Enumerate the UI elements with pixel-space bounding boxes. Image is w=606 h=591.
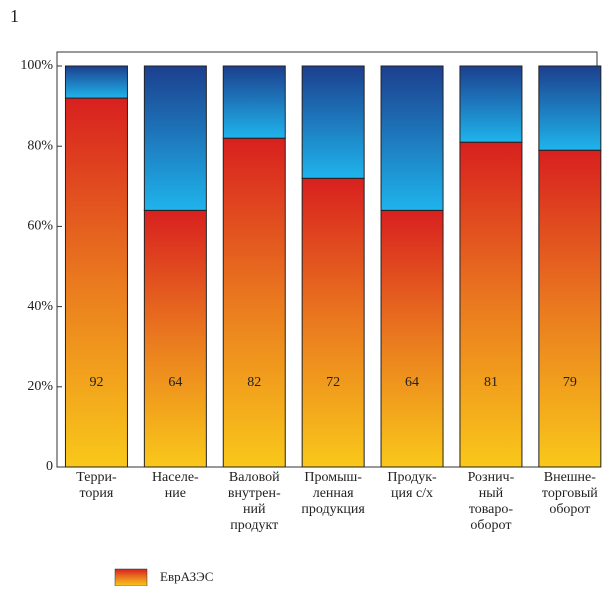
legend-swatch	[114, 568, 148, 587]
x-tick-label: Терри-тория	[76, 470, 117, 501]
legend-label: ЕврАЗЭС	[160, 569, 213, 584]
bar-segment	[459, 65, 523, 143]
bar-segment	[380, 65, 444, 211]
x-tick-label: Продук-ция с/х	[387, 470, 437, 501]
x-tick-label: Промыш-ленная продукция	[301, 470, 365, 517]
bar-segment	[143, 209, 207, 468]
bar-segment	[459, 141, 523, 468]
bar-segment	[538, 65, 602, 151]
bar-segment	[64, 97, 128, 468]
value-label: 64	[405, 375, 419, 390]
bar-segment	[143, 65, 207, 211]
value-label: 92	[89, 375, 103, 390]
y-tick-label: 80%	[27, 138, 53, 153]
chart-title: 1	[10, 6, 19, 26]
value-label: 81	[484, 375, 498, 390]
value-label: 72	[326, 375, 340, 390]
value-label: 82	[247, 375, 261, 390]
bar-segment	[301, 177, 365, 468]
x-tick-label: Внешне-торговый оборот	[542, 470, 598, 517]
bar-segment	[301, 65, 365, 179]
y-tick-label: 60%	[27, 219, 53, 234]
y-tick-label: 40%	[27, 299, 53, 314]
x-tick-label: Населе-ние	[152, 470, 199, 501]
bar-segment	[64, 65, 128, 99]
bar-segment	[222, 65, 286, 139]
x-tick-label: Валовой внутрен-ний продукт	[228, 470, 281, 533]
x-tick-label: Рознич-ный товаро-оборот	[468, 470, 515, 533]
y-tick-label: 100%	[20, 58, 53, 73]
value-label: 79	[563, 375, 577, 390]
bar-segment	[222, 137, 286, 468]
bar-segment	[538, 149, 602, 468]
y-tick-label: 0	[46, 459, 53, 474]
value-label: 64	[168, 375, 182, 390]
bar-segment	[380, 209, 444, 468]
y-tick-label: 20%	[27, 379, 53, 394]
